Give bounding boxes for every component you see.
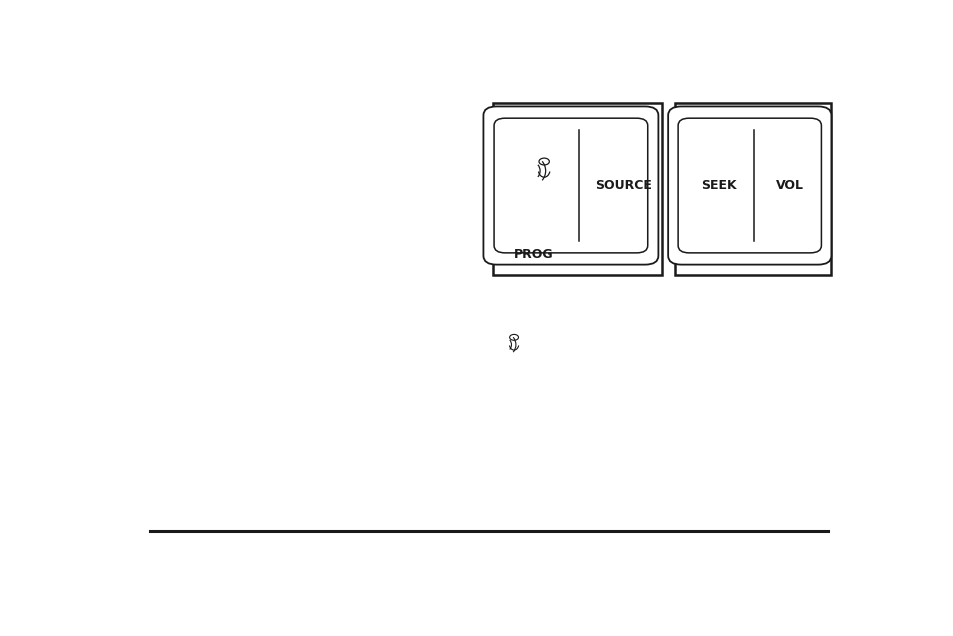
Bar xyxy=(493,103,661,275)
FancyBboxPatch shape xyxy=(483,106,658,265)
Text: VOL: VOL xyxy=(776,179,803,192)
Bar xyxy=(675,103,830,275)
Text: SEEK: SEEK xyxy=(700,179,736,192)
FancyBboxPatch shape xyxy=(667,106,830,265)
Polygon shape xyxy=(710,134,726,144)
Text: PROG: PROG xyxy=(514,247,553,261)
Polygon shape xyxy=(781,232,798,242)
Polygon shape xyxy=(614,134,631,144)
Text: SOURCE: SOURCE xyxy=(594,179,651,192)
Polygon shape xyxy=(614,228,631,239)
Polygon shape xyxy=(710,228,726,239)
Polygon shape xyxy=(781,130,798,141)
FancyBboxPatch shape xyxy=(678,118,821,253)
FancyBboxPatch shape xyxy=(494,118,647,253)
